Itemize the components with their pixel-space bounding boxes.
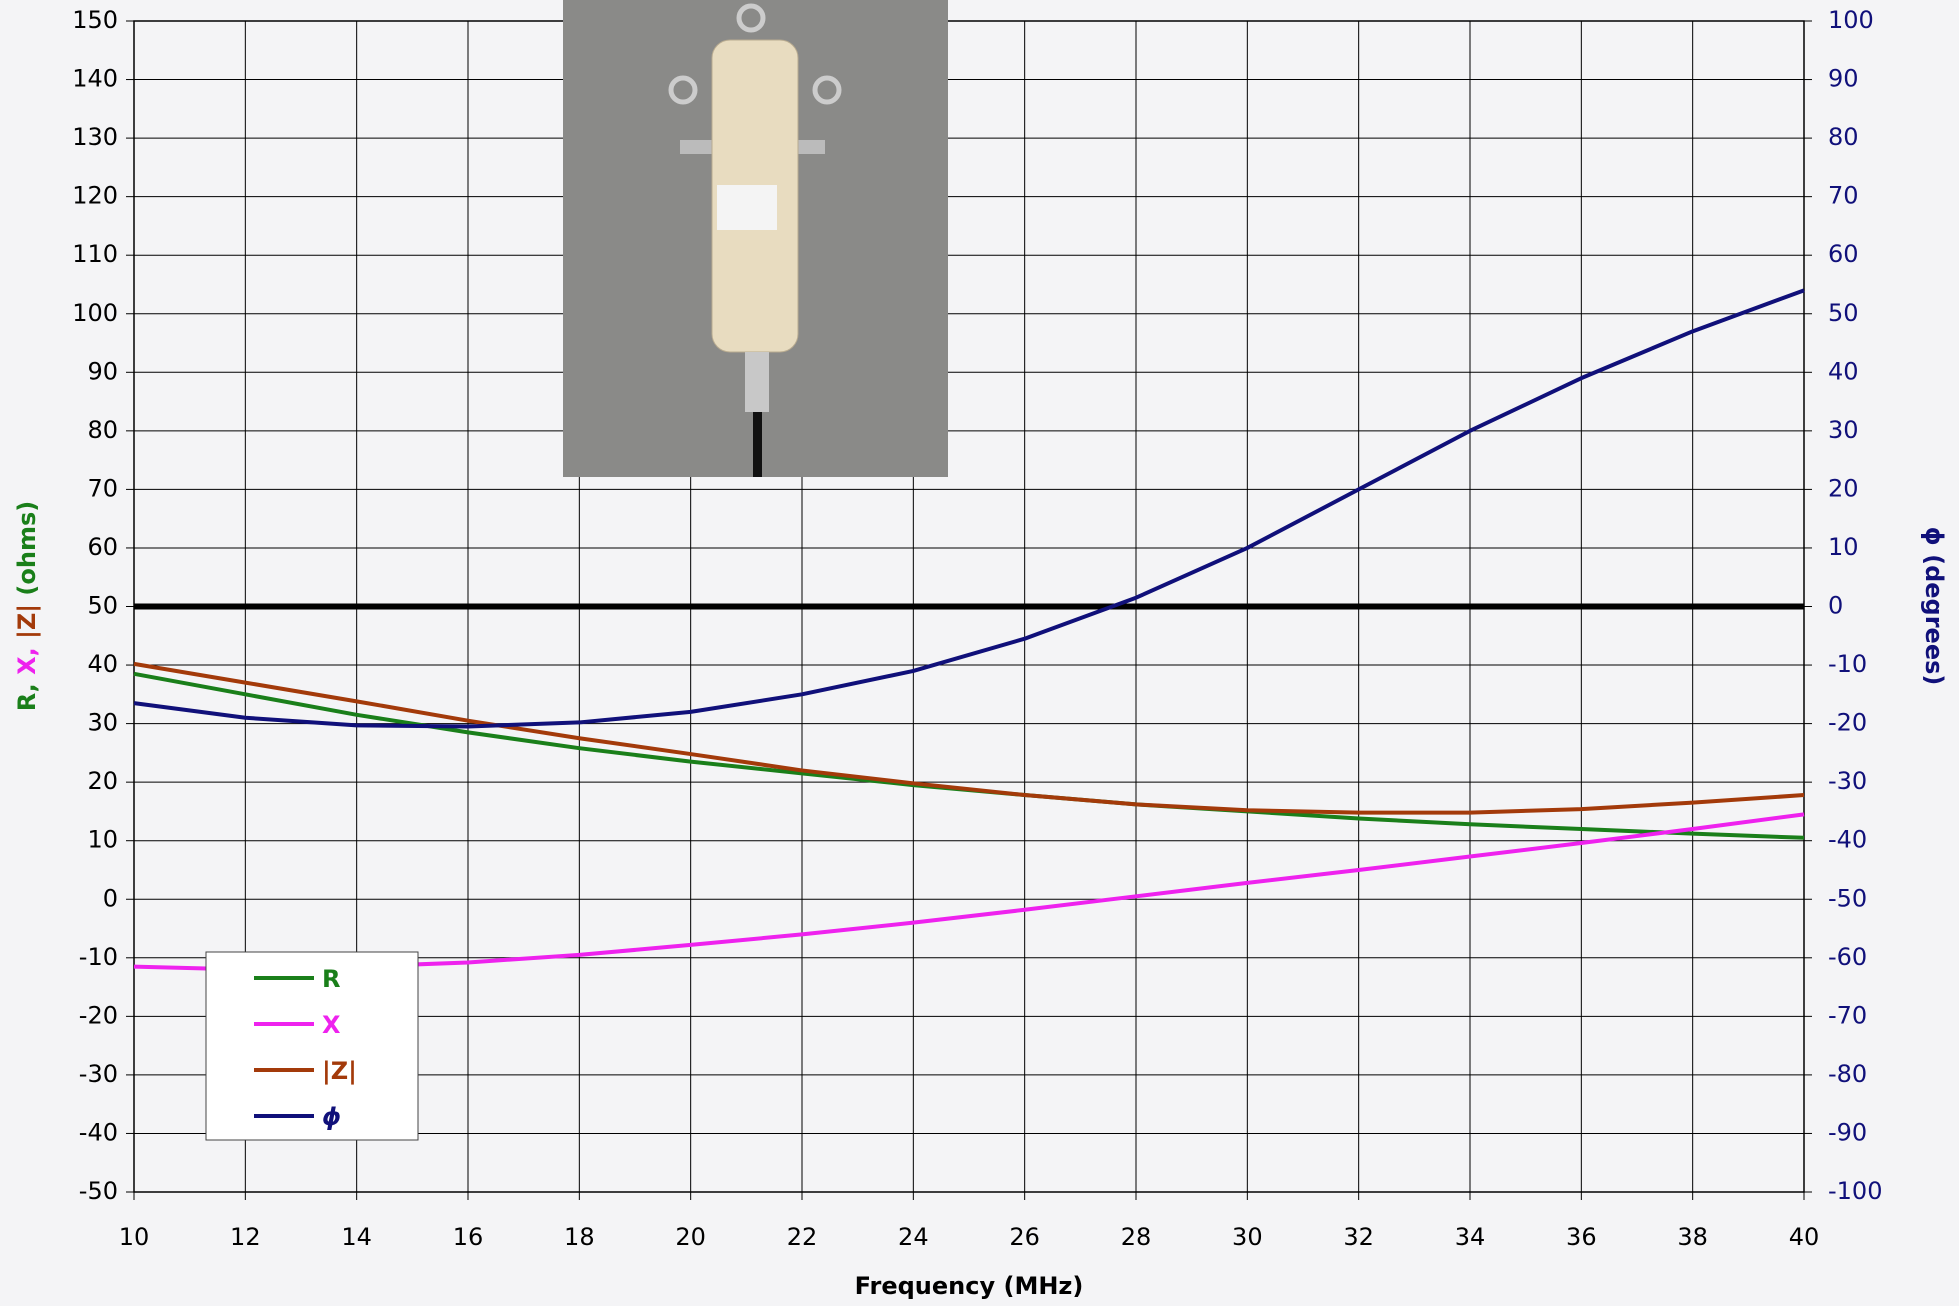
y2-tick-label: -70: [1828, 1001, 1867, 1029]
x-tick-label: 16: [453, 1223, 484, 1251]
y-tick-label: 40: [87, 650, 118, 678]
product-photo: [563, 0, 948, 477]
y-axis-label: R, X, |Z| (ohms): [13, 501, 41, 712]
photo-eyebolt: [736, 3, 766, 33]
y-tick-label: 20: [87, 767, 118, 795]
x-tick-label: 12: [230, 1223, 261, 1251]
x-tick-label: 32: [1343, 1223, 1374, 1251]
y2-axis-label: ϕ (degrees): [1920, 527, 1948, 686]
y-tick-label: 100: [72, 299, 118, 327]
x-tick-label: 24: [898, 1223, 929, 1251]
y-tick-label: 130: [72, 123, 118, 151]
y-tick-label: 110: [72, 240, 118, 268]
y2-tick-label: 50: [1828, 299, 1859, 327]
y-axis-label-part: |Z|: [13, 596, 41, 639]
x-tick-label: 28: [1121, 1223, 1152, 1251]
y-tick-label: -40: [79, 1118, 118, 1146]
y-tick-label: -10: [79, 943, 118, 971]
y-tick-label: -30: [79, 1060, 118, 1088]
x-tick-label: 22: [787, 1223, 818, 1251]
y-tick-label: -50: [79, 1177, 118, 1205]
y-tick-label: 30: [87, 709, 118, 737]
legend-box: [205, 951, 419, 1141]
y2-tick-label: -50: [1828, 884, 1867, 912]
x-tick-label: 36: [1566, 1223, 1597, 1251]
x-tick-label: 34: [1455, 1223, 1486, 1251]
y-tick-label: 80: [87, 416, 118, 444]
series-line: [133, 661, 1805, 815]
x-tick-label: 10: [119, 1223, 150, 1251]
y2-tick-label: 70: [1828, 182, 1859, 210]
y2-tick-label: 0: [1828, 592, 1843, 620]
photo-eyebolt: [668, 75, 698, 105]
y2-tick-label: 40: [1828, 357, 1859, 385]
y-tick-label: 120: [72, 182, 118, 210]
y-axis-label-part: R,: [13, 675, 41, 711]
y-tick-label: -20: [79, 1001, 118, 1029]
y-tick-label: 50: [87, 592, 118, 620]
legend: RX |Z| ϕ: [205, 951, 419, 1141]
y2-tick-label: 20: [1828, 474, 1859, 502]
y-tick-label: 10: [87, 826, 118, 854]
y2-tick-label: 10: [1828, 533, 1859, 561]
y2-tick-label: -30: [1828, 767, 1867, 795]
legend-label: X: [322, 1011, 341, 1039]
legend-label: ϕ: [322, 1103, 341, 1131]
y2-tick-label: 30: [1828, 416, 1859, 444]
photo-eyebolt: [812, 75, 842, 105]
y-tick-label: 150: [72, 6, 118, 34]
photo-sticker: [717, 185, 777, 230]
y-tick-label: 140: [72, 65, 118, 93]
x-axis-label: Frequency (MHz): [855, 1272, 1084, 1300]
y-tick-label: 0: [103, 884, 118, 912]
y2-tick-label: 60: [1828, 240, 1859, 268]
y-tick-label: 70: [87, 474, 118, 502]
x-tick-label: 40: [1789, 1223, 1820, 1251]
y2-tick-label: 80: [1828, 123, 1859, 151]
x-tick-label: 30: [1232, 1223, 1263, 1251]
x-tick-label: 18: [564, 1223, 595, 1251]
y2-tick-label: -40: [1828, 826, 1867, 854]
y2-tick-label: -80: [1828, 1060, 1867, 1088]
y2-tick-label: -10: [1828, 650, 1867, 678]
y2-tick-label: -20: [1828, 709, 1867, 737]
legend-label: |Z|: [322, 1057, 357, 1085]
y-axis-label-part: (ohms): [13, 501, 41, 596]
x-tick-label: 14: [341, 1223, 372, 1251]
series-line: [133, 288, 1805, 729]
legend-label: R: [322, 965, 340, 993]
y-tick-label: 60: [87, 533, 118, 561]
y2-tick-label: 90: [1828, 65, 1859, 93]
y2-tick-label: -90: [1828, 1118, 1867, 1146]
y-tick-label: 90: [87, 357, 118, 385]
x-tick-label: 20: [675, 1223, 706, 1251]
photo-cable: [753, 412, 762, 477]
x-tick-label: 26: [1009, 1223, 1040, 1251]
y2-tick-label: -100: [1828, 1177, 1882, 1205]
y2-tick-label: 100: [1828, 6, 1874, 34]
x-tick-label: 38: [1677, 1223, 1708, 1251]
y-axis-label-part: X,: [13, 639, 41, 675]
y2-tick-label: -60: [1828, 943, 1867, 971]
photo-connector: [745, 352, 769, 412]
